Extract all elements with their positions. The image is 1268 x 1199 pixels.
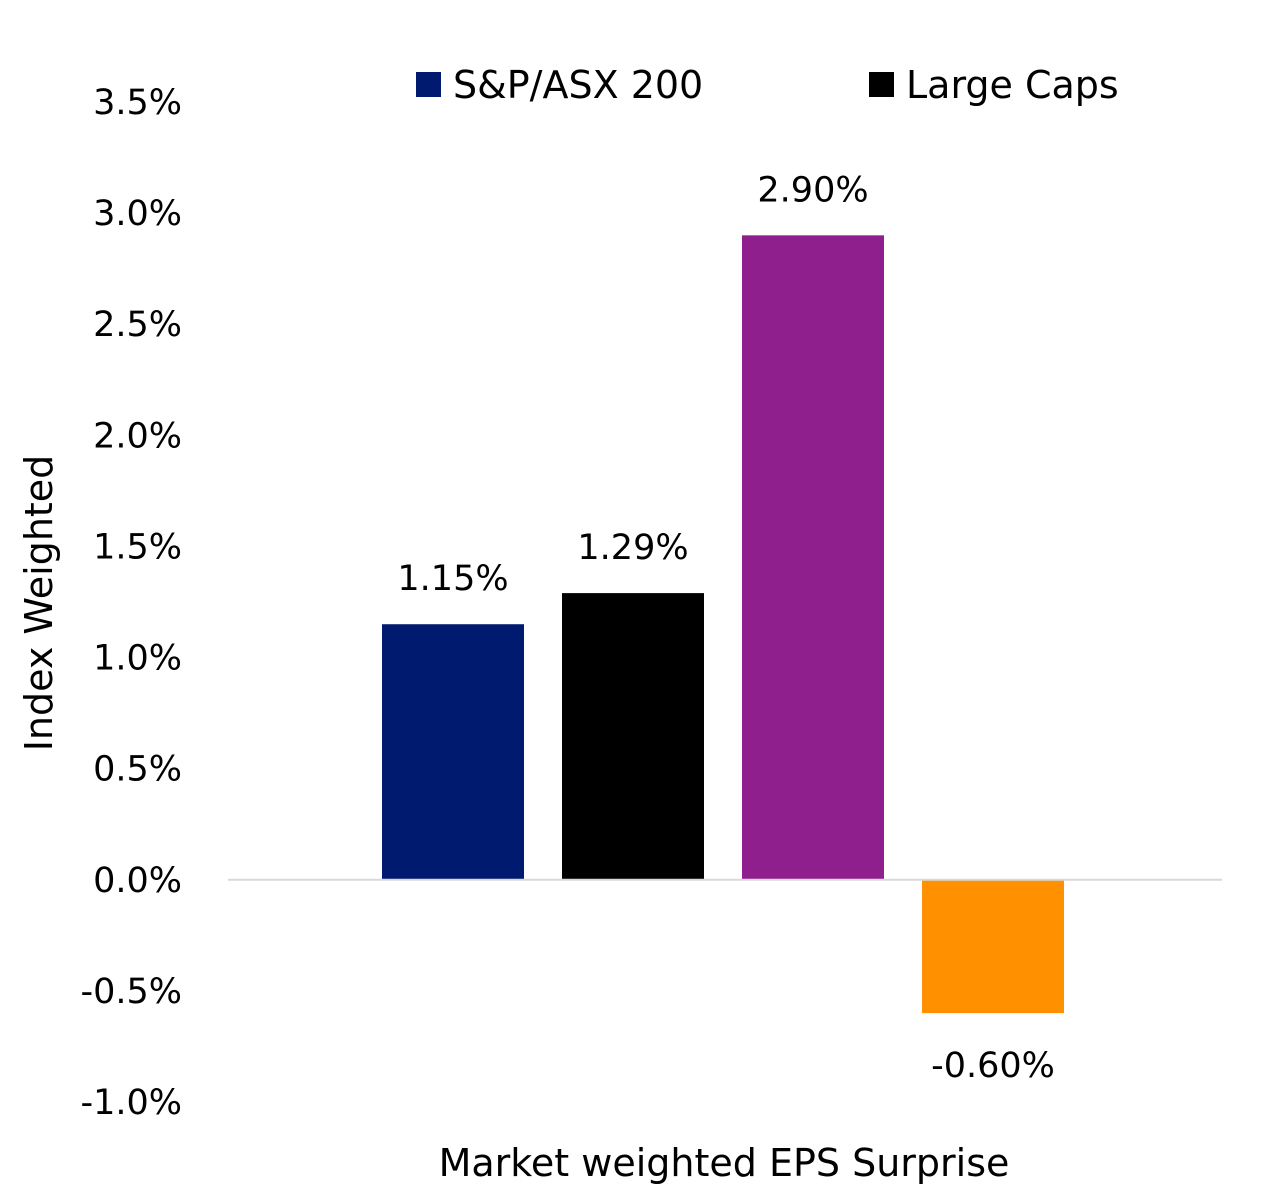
y-tick-label: 2.5% xyxy=(93,305,182,345)
legend-label: S&P/ASX 200 xyxy=(453,63,703,107)
bar xyxy=(562,593,704,880)
y-tick-label: 2.0% xyxy=(93,416,182,456)
legend-swatch xyxy=(416,72,441,97)
data-labels: 1.15% 1.29% 2.90% -0.60% xyxy=(397,170,1055,1086)
y-axis-ticks: -1.0% -0.5% 0.0% 0.5% 1.0% 1.5% 2.0% 2.5% 3.0% 3.… xyxy=(80,83,182,1123)
y-axis-title: Index Weighted xyxy=(17,455,61,752)
bar-data-label: 1.29% xyxy=(577,528,688,568)
y-tick-label: -0.5% xyxy=(80,972,182,1012)
y-tick-label: 0.5% xyxy=(93,750,182,790)
x-axis-title: Market weighted EPS Surprise xyxy=(439,1141,1010,1185)
y-tick-label: 3.0% xyxy=(93,194,182,234)
y-tick-label: 1.0% xyxy=(93,639,182,679)
bar xyxy=(382,624,524,880)
bar-data-label: -0.60% xyxy=(931,1046,1055,1086)
legend-swatch xyxy=(869,72,894,97)
legend: S&P/ASX 200 Large Caps xyxy=(416,63,1119,107)
y-tick-label: 0.0% xyxy=(93,861,182,901)
bar-data-label: 1.15% xyxy=(397,559,508,599)
bars xyxy=(382,235,1064,1014)
bar xyxy=(922,879,1064,1014)
y-tick-label: -1.0% xyxy=(80,1083,182,1123)
legend-label: Large Caps xyxy=(906,63,1119,107)
y-tick-label: 1.5% xyxy=(93,527,182,567)
bar-data-label: 2.90% xyxy=(757,170,868,210)
bar xyxy=(742,235,884,880)
y-tick-label: 3.5% xyxy=(93,83,182,123)
